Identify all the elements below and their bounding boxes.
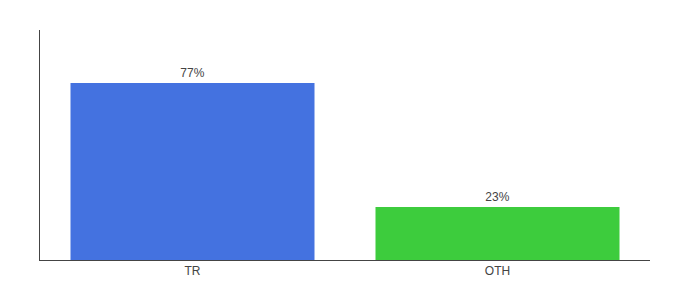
svg-text:77%: 77% [180, 66, 204, 80]
svg-text:OTH: OTH [485, 264, 510, 278]
svg-text:23%: 23% [485, 190, 509, 204]
svg-text:TR: TR [185, 264, 201, 278]
